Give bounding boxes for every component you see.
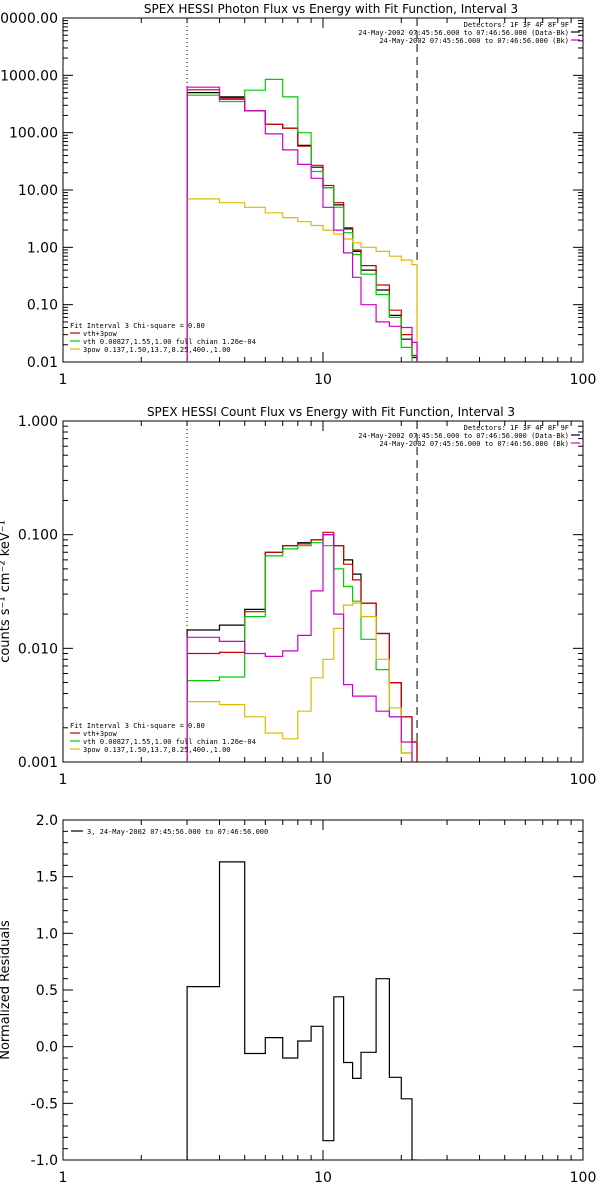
y-tick-label: 1.5: [36, 870, 58, 886]
y-tick-label: 2.0: [36, 813, 58, 829]
y-tick-label: 1.0: [36, 926, 58, 942]
x-tick-label: 1: [59, 372, 68, 388]
y-tick-label: 0.0: [36, 1040, 58, 1056]
y-tick-label: -0.5: [31, 1096, 58, 1112]
x-tick-label: 10: [314, 372, 332, 388]
series-line-2: [186, 531, 418, 762]
chart-title: SPEX HESSI Count Flux vs Energy with Fit…: [147, 405, 515, 419]
series-line-3: [186, 78, 418, 362]
chart-title: SPEX HESSI Photon Flux vs Energy with Fi…: [144, 2, 518, 16]
series-line-1: [186, 861, 417, 1160]
series-group: [186, 531, 418, 762]
chart-count: SPEX HESSI Count Flux vs Energy with Fit…: [0, 405, 596, 788]
y-axis-label: counts s⁻¹ cm⁻² keV⁻¹: [0, 520, 13, 663]
legend-entry: vth+3pow: [83, 330, 118, 338]
fit-interval-label: Fit Interval 3 Chi-square = 0.80: [70, 322, 205, 330]
y-tick-label: -1.0: [31, 1153, 58, 1169]
header-line: 24-May-2002 07:45:56.000 to 07:46:56.000…: [358, 29, 569, 37]
x-tick-label: 100: [570, 772, 597, 788]
legend-entry: vth+3pow: [83, 730, 118, 738]
x-tick-label: 10: [314, 772, 332, 788]
legend-entry: vth 0.00827,1.55,1.00 full chian 1.26e-0…: [83, 738, 256, 746]
header-line: 24-May-2002 07:45:56.000 to 07:46:56.000…: [358, 432, 569, 440]
legend-entry: 3pow 0.137,1.50,13.7,8.25,400.,1.00: [83, 346, 231, 354]
chart-photon: SPEX HESSI Photon Flux vs Energy with Fi…: [0, 2, 596, 388]
header-line: 24-May-2002 07:45:56.000 to 07:46:56.000…: [379, 440, 569, 448]
chart-resid: Normalized Residuals 1 10 100 2.0 1.5 1.0 0.5 0.…: [0, 813, 596, 1186]
series-line-5: [186, 534, 418, 762]
legend-entry: 3, 24-May-2002 07:45:56.000 to 07:46:56.…: [87, 828, 268, 836]
header-line: Detectors: 1F 3F 4F 8F 9F: [464, 424, 569, 432]
y-tick-label: 10.00: [18, 183, 58, 199]
y-axis-label: Normalized Residuals: [0, 920, 13, 1060]
series-group: [186, 861, 417, 1160]
y-tick-label: 1000.00: [0, 68, 58, 84]
y-tick-label: 0.01: [27, 355, 58, 371]
series-line-3: [186, 542, 418, 762]
y-tick-label: 0.100: [18, 528, 58, 544]
y-tick-label: 1.000: [18, 414, 58, 430]
x-tick-label: 100: [570, 372, 597, 388]
x-tick-label: 10: [314, 1170, 332, 1186]
series-line-2: [186, 89, 418, 362]
y-tick-label: 0.001: [18, 755, 58, 771]
series-line-4: [186, 198, 418, 362]
y-tick-label: 100.00: [9, 126, 58, 142]
series-line-1: [186, 534, 418, 762]
series-line-5: [186, 86, 418, 362]
series-line-4: [186, 602, 418, 762]
series-group: [186, 78, 418, 362]
header-line: Detectors: 1F 3F 4F 8F 9F: [464, 21, 569, 29]
y-tick-label: 1.00: [27, 240, 58, 256]
header-line: 24-May-2002 07:45:56.000 to 07:46:56.000…: [379, 37, 569, 45]
x-tick-label: 1: [59, 772, 68, 788]
y-tick-label: 0.5: [36, 983, 58, 999]
legend-entry: 3pow 0.137,1.50,13.7,8.25,400.,1.00: [83, 746, 231, 754]
legend-entry: vth 0.00827,1.55,1.00 full chian 1.26e-0…: [83, 338, 256, 346]
y-tick-label: 0.10: [27, 298, 58, 314]
y-tick-label: 0.010: [18, 641, 58, 657]
x-tick-label: 1: [59, 1170, 68, 1186]
fit-interval-label: Fit Interval 3 Chi-square = 0.80: [70, 722, 205, 730]
x-tick-label: 100: [570, 1170, 597, 1186]
